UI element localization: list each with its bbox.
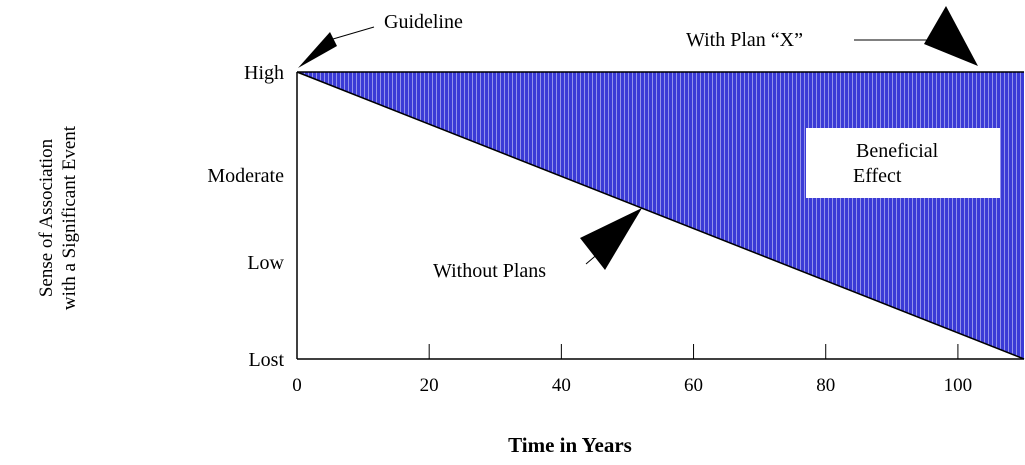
x-tick-labels: 0 20 40 60 80 100 (292, 375, 972, 396)
beneficial-effect-line-2: Effect (853, 165, 902, 187)
with-plan-label: With Plan “X” (686, 29, 803, 51)
y-category-labels: Lost Low Moderate High (207, 62, 284, 371)
guideline-arrow (298, 32, 337, 68)
y-axis-title-line-1: Sense of Association (36, 138, 57, 297)
with-plan-arrow (924, 6, 978, 66)
beneficial-effect-box (806, 128, 1000, 198)
x-axis-title: Time in Years (508, 433, 632, 457)
x-tick-label: 100 (944, 375, 973, 396)
plot-area (296, 71, 1025, 360)
beneficial-effect-label: Beneficial Effect (806, 128, 1000, 198)
y-category-label: High (244, 62, 284, 84)
guideline-annotation: Guideline (298, 11, 463, 68)
x-tick-label: 80 (816, 375, 835, 396)
without-plans-arrow (580, 208, 642, 270)
y-category-label: Lost (248, 349, 284, 371)
y-category-label: Low (247, 252, 284, 274)
x-tick-label: 40 (552, 375, 571, 396)
x-tick-label: 0 (292, 375, 302, 396)
x-tick-label: 20 (420, 375, 439, 396)
y-axis-title-line-2: with a Significant Event (59, 125, 80, 310)
guideline-label: Guideline (384, 11, 463, 33)
guideline-leader (332, 26, 375, 40)
with-plan-annotation: With Plan “X” (686, 6, 978, 66)
series-line-without-plans (296, 71, 1025, 360)
y-axis-title: Sense of Association with a Significant … (36, 125, 80, 310)
without-plans-annotation: Without Plans (433, 208, 642, 282)
beneficial-effect-line-1: Beneficial (856, 140, 939, 162)
x-tick-label: 60 (684, 375, 703, 396)
without-plans-label: Without Plans (433, 260, 546, 282)
y-category-label: Moderate (207, 165, 284, 187)
